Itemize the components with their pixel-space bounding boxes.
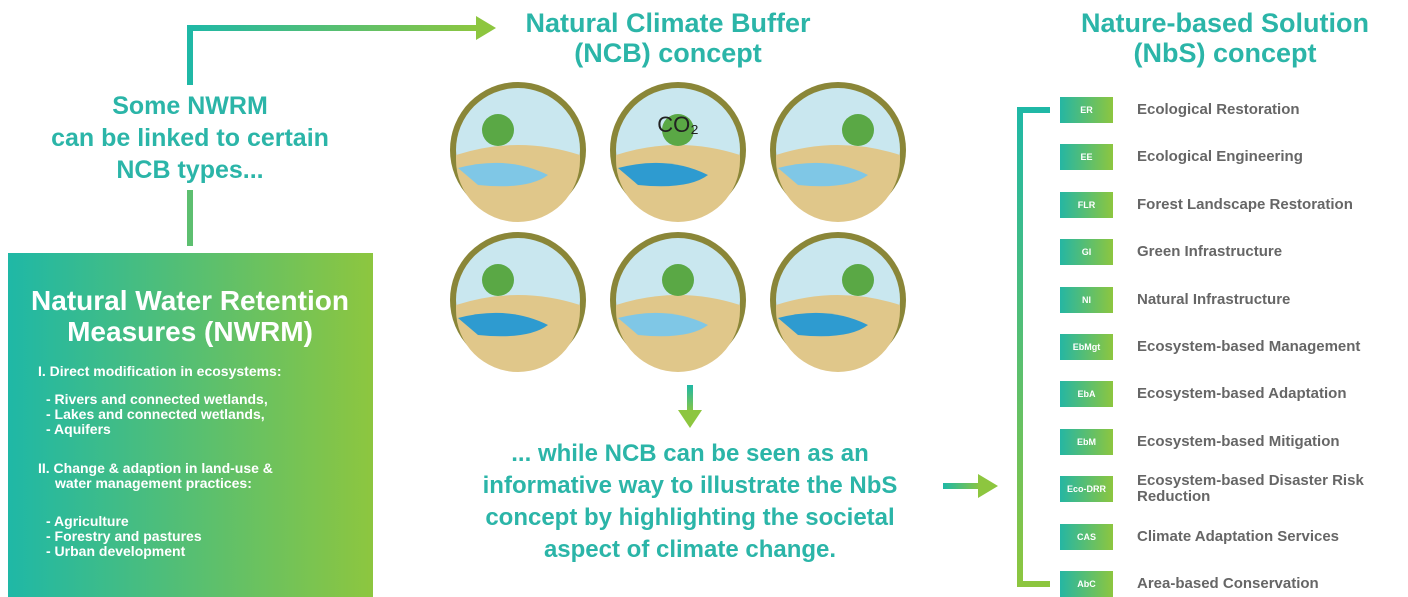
diagram: CO₂ Natural Climate Buffer(NCB) concept N… [0,0,1408,597]
nbs-name: Ecosystem-based Disaster Risk Reduction [1137,473,1367,505]
link-text: can be linked to certain [51,124,329,153]
list-item: - Urban development [46,544,185,559]
nbs-name: Ecological Engineering [1137,149,1402,165]
nbs-badge: EE [1060,144,1113,170]
ncb-icon [450,232,586,372]
nbs-name: Area-based Conservation [1137,576,1402,592]
nbs-name: Natural Infrastructure [1137,292,1402,308]
section-heading: water management practices: [55,476,252,491]
ncb-icon [610,232,746,372]
nbs-badge: EbMgt [1060,334,1113,360]
nbs-name: Ecological Restoration [1137,102,1402,118]
ncb-text: ... while NCB can be seen as an [511,440,868,468]
link-text: Some NWRM [112,92,268,121]
nbs-name: Forest Landscape Restoration [1137,197,1402,213]
nbs-name: Climate Adaptation Services [1137,529,1402,545]
nwrm-title: Measures (NWRM) [67,316,313,348]
section-heading: II. Change & adaption in land-use & [38,461,273,476]
nbs-badge: CAS [1060,524,1113,550]
ncb-icon [450,82,586,222]
list-item: - Agriculture [46,514,129,529]
nbs-badge: EbA [1060,381,1113,407]
nbs-name: Ecosystem-based Mitigation [1137,434,1402,450]
ncb-icon [770,232,906,372]
ncb-icon [610,82,746,222]
ncb-heading: Natural Climate Buffer [525,8,810,39]
nbs-badge: FLR [1060,192,1113,218]
list-item: - Forestry and pastures [46,529,202,544]
nbs-badge: NI [1060,287,1113,313]
nbs-badge: GI [1060,239,1113,265]
nbs-name: Ecosystem-based Management [1137,339,1402,355]
section-heading: I. Direct modification in ecosystems: [38,364,282,379]
ncb-icon [770,82,906,222]
ncb-text: aspect of climate change. [544,536,836,564]
list-item: - Rivers and connected wetlands, [46,392,268,407]
nbs-heading: Nature-based Solution [1081,8,1369,39]
icon-label: CO₂ [657,112,699,137]
nwrm-title: Natural Water Retention [31,285,349,317]
nbs-badge: AbC [1060,571,1113,597]
ncb-heading: (NCB) concept [574,38,762,69]
nbs-badge: EbM [1060,429,1113,455]
ncb-icons: CO₂ [450,82,906,372]
link-text: NCB types... [116,156,263,185]
nbs-badge: Eco-DRR [1060,476,1113,502]
nbs-name: Green Infrastructure [1137,244,1402,260]
list-item: - Lakes and connected wetlands, [46,407,265,422]
nbs-badge: ER [1060,97,1113,123]
list-item: - Aquifers [46,422,111,437]
ncb-text: informative way to illustrate the NbS [483,472,898,500]
nbs-name: Ecosystem-based Adaptation [1137,386,1402,402]
ncb-text: concept by highlighting the societal [485,504,894,532]
nbs-heading: (NbS) concept [1133,38,1316,69]
